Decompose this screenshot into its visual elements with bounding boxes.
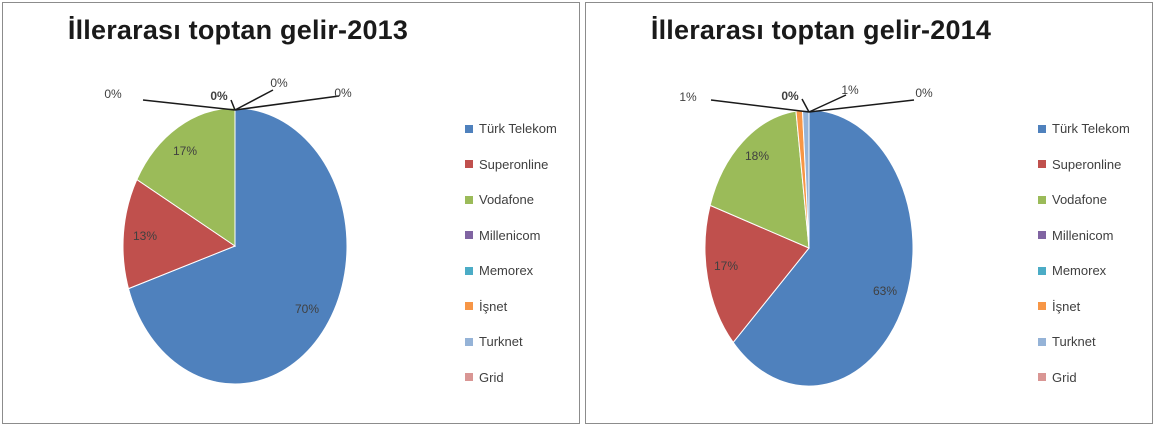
pie-chart: 63% 17% 18% 1% 0% 1% 0% [679, 83, 933, 387]
legend-label: Grid [1052, 369, 1077, 385]
chart-title: İllerarası toptan gelir-2013 [67, 15, 409, 45]
slice-label: 0% [104, 87, 122, 101]
legend-label: Türk Telekom [479, 121, 557, 137]
legend-label: Millenicom [1052, 227, 1114, 243]
slice-label: 18% [745, 149, 769, 163]
legend-swatch [465, 160, 473, 169]
leader-line [142, 99, 236, 111]
slice-label: 1% [679, 90, 697, 104]
legend-swatch [465, 302, 473, 311]
legend: Türk Telekom Superonline Vodafone Millenico… [1038, 111, 1130, 395]
legend-item: Turknet [1038, 324, 1130, 360]
legend-item: Millenicom [465, 218, 557, 254]
pie-slice-t-rk-telekom [127, 107, 348, 385]
slice-label: 63% [873, 284, 897, 298]
pie-slice-superonline [704, 204, 810, 344]
slice-label: 0% [915, 86, 933, 100]
legend-label: Türk Telekom [1052, 121, 1130, 137]
legend-item: Turknet [465, 324, 557, 360]
leader-line [808, 94, 847, 113]
legend-item: Grid [465, 360, 557, 396]
legend-label: Turknet [1052, 334, 1096, 350]
legend-label: Memorex [1052, 263, 1107, 279]
legend-swatch [465, 195, 473, 204]
legend-swatch [1038, 160, 1046, 169]
leader-line [801, 98, 810, 113]
legend-item: Türk Telekom [465, 111, 557, 147]
legend-label: Superonline [1052, 156, 1122, 172]
legend-swatch [1038, 231, 1046, 240]
slice-label: 1% [841, 83, 859, 97]
legend-item: İşnet [465, 289, 557, 325]
slice-label: 70% [295, 302, 319, 316]
slice-label: 0% [210, 89, 228, 103]
leader-line [230, 99, 236, 111]
pie-slice-t-rk-telekom [732, 109, 914, 387]
legend-item: Memorex [1038, 253, 1130, 289]
legend-item: Millenicom [1038, 218, 1130, 254]
legend-item: Grid [1038, 360, 1130, 396]
legend-label: Superonline [479, 156, 549, 172]
pie-slice-superonline [122, 178, 237, 290]
legend: Türk Telekom Superonline Vodafone Millenico… [465, 111, 557, 395]
pie-slice-vodafone [709, 110, 810, 249]
pie-slice-turknet [801, 109, 810, 249]
legend-swatch [1038, 195, 1046, 204]
slice-label: 17% [714, 259, 738, 273]
legend-swatch [1038, 266, 1046, 275]
legend-swatch [465, 266, 473, 275]
legend-label: Turknet [479, 334, 523, 350]
legend-label: Grid [479, 369, 504, 385]
slice-label: 0% [781, 89, 799, 103]
leader-line [710, 99, 810, 113]
slice-label: 13% [133, 229, 157, 243]
leader-line [234, 89, 274, 111]
legend-item: Türk Telekom [1038, 111, 1130, 147]
chart-panel-2014: İllerarası toptan gelir-2014 63% 17% 18% 1%… [585, 2, 1153, 424]
legend-swatch [465, 124, 473, 133]
legend-item: Vodafone [465, 182, 557, 218]
pie-chart: 70% 13% 17% 0% 0% 0% 0% [104, 76, 352, 385]
chart-panel-2013: İllerarası toptan gelir-2013 70% 13% 17% 0%… [2, 2, 580, 424]
legend-swatch [465, 337, 473, 346]
legend-item: İşnet [1038, 289, 1130, 325]
legend-item: Memorex [465, 253, 557, 289]
legend-label: Memorex [479, 263, 534, 279]
legend-swatch [1038, 373, 1046, 382]
slice-label: 0% [270, 76, 288, 90]
legend-item: Vodafone [1038, 182, 1130, 218]
legend-item: Superonline [465, 147, 557, 183]
legend-swatch [465, 373, 473, 382]
leader-line [234, 95, 340, 111]
legend-swatch [465, 231, 473, 240]
legend-swatch [1038, 124, 1046, 133]
legend-label: Vodafone [1052, 192, 1107, 208]
legend-label: İşnet [1052, 298, 1081, 314]
leader-line [808, 99, 915, 113]
chart-title: İllerarası toptan gelir-2014 [650, 15, 992, 45]
legend-swatch [1038, 337, 1046, 346]
legend-item: Superonline [1038, 147, 1130, 183]
legend-swatch [1038, 302, 1046, 311]
legend-label: Millenicom [479, 227, 541, 243]
slice-label: 0% [334, 86, 352, 100]
legend-label: İşnet [479, 298, 508, 314]
slice-label: 17% [173, 144, 197, 158]
legend-label: Vodafone [479, 192, 534, 208]
